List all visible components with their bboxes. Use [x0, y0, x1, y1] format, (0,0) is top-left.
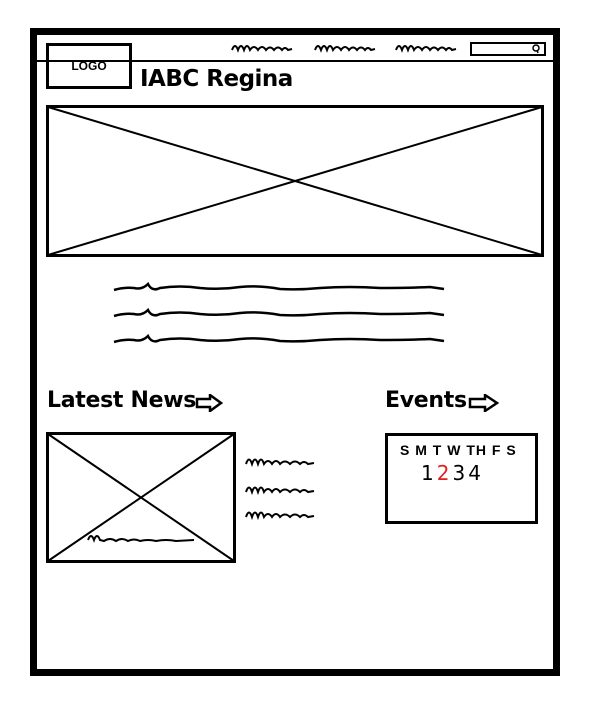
- hero-image-placeholder: [46, 105, 544, 257]
- news-link-1: [245, 458, 315, 468]
- calendar-date-3[interactable]: 3: [452, 461, 466, 485]
- calendar-date-2[interactable]: 2: [436, 461, 450, 485]
- text-line-1: [113, 281, 445, 292]
- news-image-placeholder[interactable]: [46, 432, 236, 563]
- wireframe-page: [30, 28, 560, 676]
- latest-news-heading[interactable]: Latest News: [47, 388, 197, 413]
- header-divider: [37, 60, 554, 62]
- calendar-date-4[interactable]: 4: [468, 461, 481, 485]
- text-line-3: [113, 333, 445, 344]
- calendar-date-1[interactable]: 1: [421, 461, 434, 485]
- nav-link-3[interactable]: [394, 40, 460, 56]
- news-caption: [87, 535, 195, 543]
- arrow-right-icon[interactable]: [468, 394, 500, 412]
- arrow-right-icon[interactable]: [195, 394, 223, 412]
- site-title: IABC Regina: [140, 66, 293, 92]
- text-line-2: [113, 307, 445, 318]
- intro-text-block: [113, 281, 445, 344]
- calendar-day-letters: S M T W TH F S: [400, 442, 517, 458]
- nav-link-1[interactable]: [230, 40, 296, 56]
- events-heading[interactable]: Events: [385, 388, 467, 413]
- search-icon[interactable]: [531, 44, 541, 54]
- news-link-list[interactable]: [244, 450, 316, 526]
- search-input[interactable]: [470, 42, 546, 56]
- news-link-2: [245, 486, 315, 496]
- logo-label: LOGO: [71, 59, 107, 73]
- nav-link-2[interactable]: [313, 40, 379, 56]
- news-link-3: [245, 511, 315, 521]
- logo[interactable]: LOGO: [46, 43, 132, 89]
